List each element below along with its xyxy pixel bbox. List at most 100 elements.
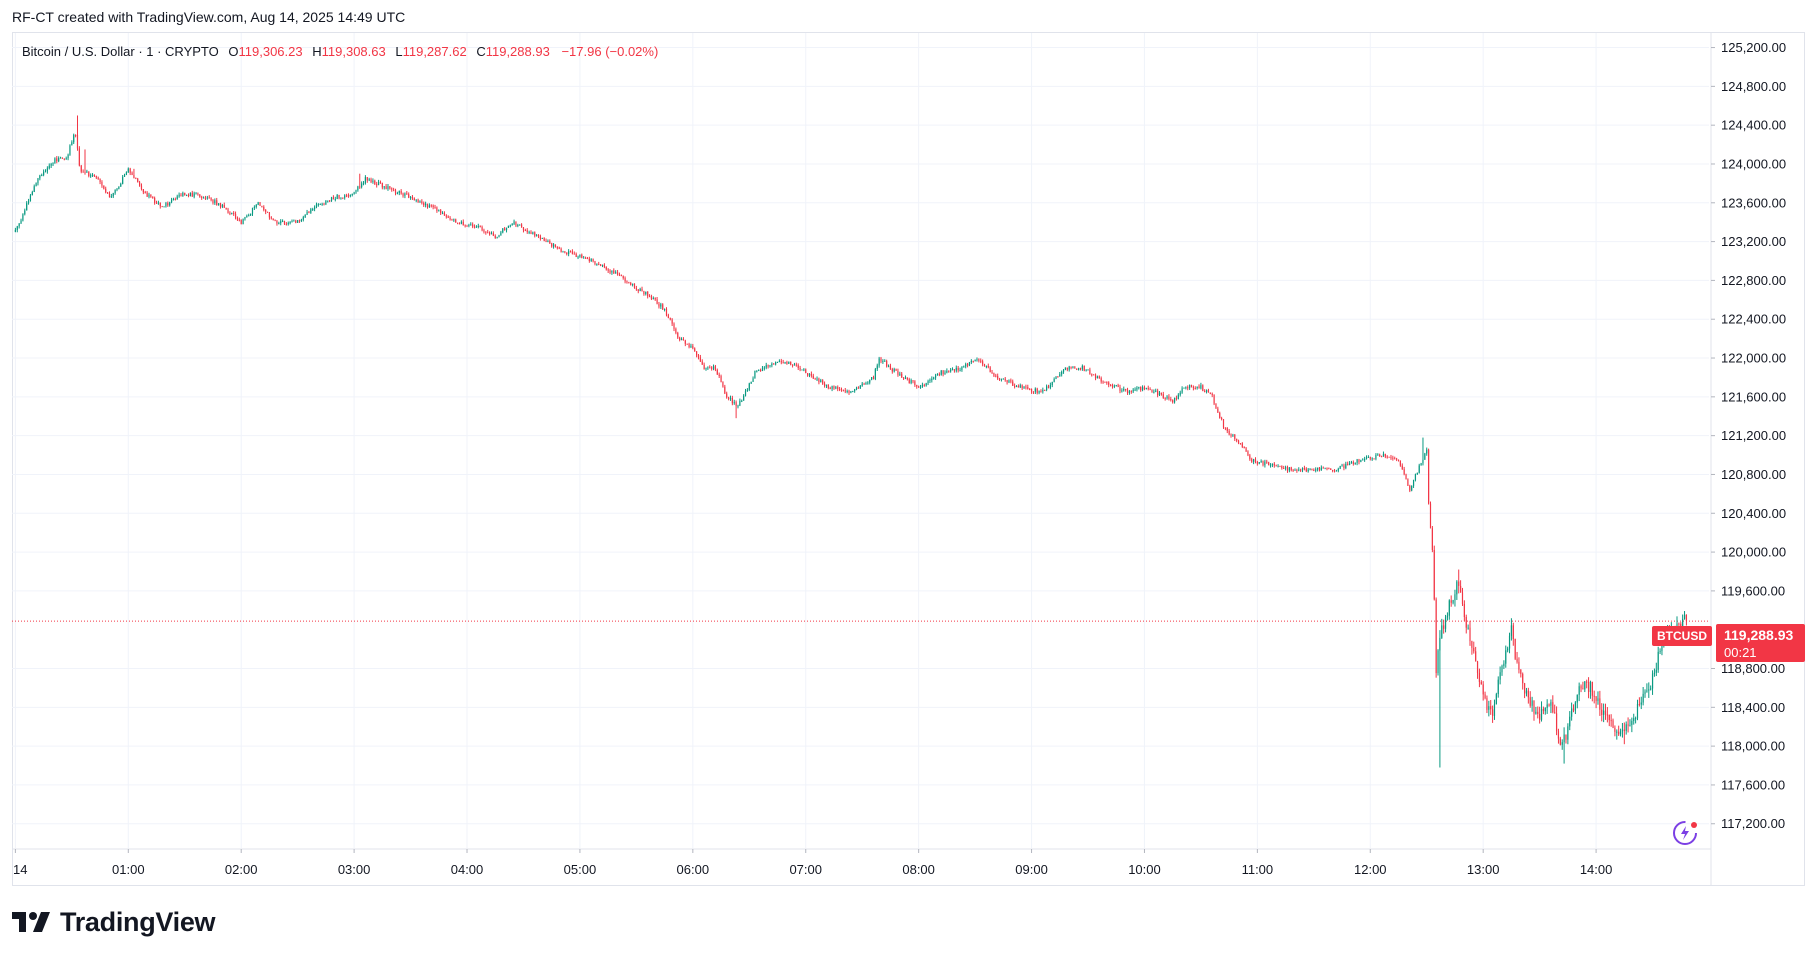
candle-body bbox=[998, 378, 1001, 380]
candle-body bbox=[1187, 387, 1189, 389]
candle-body bbox=[364, 177, 367, 184]
y-tick-label: 122,400.00 bbox=[1721, 312, 1786, 327]
candle-body bbox=[387, 186, 389, 189]
candle-body bbox=[1569, 716, 1571, 727]
candle-body bbox=[329, 200, 331, 202]
candle-body bbox=[1173, 397, 1176, 403]
candle-body bbox=[1484, 694, 1486, 699]
candle-body bbox=[517, 224, 519, 226]
y-tick-label: 122,000.00 bbox=[1721, 351, 1786, 366]
candle-body bbox=[852, 391, 854, 393]
candle-body bbox=[1140, 386, 1142, 391]
candle-body bbox=[291, 220, 293, 222]
candle-body bbox=[1565, 734, 1567, 740]
candle-body bbox=[101, 182, 103, 186]
candle-body bbox=[660, 304, 662, 307]
candle-body bbox=[731, 397, 733, 404]
candle-body bbox=[1593, 695, 1595, 697]
candle-body bbox=[430, 205, 432, 207]
candle-body bbox=[549, 241, 551, 244]
candle-body bbox=[195, 193, 197, 195]
candle-body bbox=[1653, 672, 1656, 674]
close-value: 119,288.93 bbox=[485, 44, 550, 59]
candle-body bbox=[912, 380, 914, 382]
candle-body bbox=[545, 240, 547, 242]
candle-body bbox=[1286, 467, 1289, 471]
candle-body bbox=[1520, 669, 1522, 674]
candle-body bbox=[904, 377, 907, 379]
candle-body bbox=[95, 176, 97, 178]
candle-body bbox=[1424, 453, 1426, 460]
candle-body bbox=[1322, 467, 1324, 469]
candle-body bbox=[1002, 378, 1004, 380]
candle-body bbox=[799, 367, 801, 370]
candle-body bbox=[125, 172, 128, 175]
sparkle-assistant-icon[interactable] bbox=[1670, 818, 1700, 848]
candle-body bbox=[50, 163, 52, 166]
candle-body bbox=[692, 345, 694, 349]
candle-body bbox=[1153, 391, 1155, 393]
candle-body bbox=[775, 361, 777, 365]
candle-body bbox=[882, 361, 884, 363]
candle-body bbox=[105, 188, 107, 193]
candle-body bbox=[605, 266, 607, 270]
candle-body bbox=[1087, 369, 1089, 371]
candle-body bbox=[895, 369, 897, 371]
candle-body bbox=[669, 317, 671, 320]
candle-body bbox=[1059, 374, 1061, 377]
candle-body bbox=[140, 185, 143, 190]
candle-body bbox=[1614, 727, 1616, 732]
candle-body bbox=[558, 247, 560, 249]
candle-body bbox=[1158, 392, 1161, 396]
candle-body bbox=[1185, 387, 1187, 389]
candle-body bbox=[229, 212, 231, 214]
candle-body bbox=[1441, 625, 1443, 638]
candle-body bbox=[997, 376, 999, 379]
candle-body bbox=[950, 369, 952, 372]
candle-body bbox=[1015, 386, 1018, 388]
candle-body bbox=[1456, 581, 1458, 595]
candle-body bbox=[1102, 381, 1104, 383]
candle-body bbox=[613, 270, 615, 274]
candle-body bbox=[741, 400, 743, 402]
candle-body bbox=[263, 206, 265, 210]
tradingview-brand[interactable]: TradingView bbox=[12, 905, 216, 939]
candle-body bbox=[1401, 465, 1403, 470]
candle-body bbox=[598, 263, 600, 265]
candle-body bbox=[1040, 391, 1042, 393]
candle-body bbox=[1619, 731, 1622, 735]
candle-body bbox=[1586, 681, 1588, 683]
candle-body bbox=[921, 384, 924, 387]
candle-body bbox=[1350, 462, 1353, 464]
candle-body bbox=[1360, 459, 1362, 463]
candle-body bbox=[1256, 461, 1258, 464]
candle-body bbox=[1488, 706, 1490, 710]
candle-body bbox=[1072, 367, 1074, 369]
candle-body bbox=[1006, 380, 1008, 383]
candle-body bbox=[936, 374, 939, 376]
candle-body bbox=[1584, 681, 1586, 690]
candle-body bbox=[325, 200, 327, 205]
candle-body bbox=[652, 298, 654, 300]
candle-body bbox=[539, 236, 542, 239]
candle-body bbox=[583, 257, 585, 259]
candle-body bbox=[893, 369, 895, 372]
candle-body bbox=[1196, 386, 1198, 389]
candle-body bbox=[586, 258, 589, 260]
candle-body bbox=[1559, 738, 1561, 745]
candle-body bbox=[1450, 600, 1452, 603]
candle-body bbox=[1518, 661, 1520, 670]
candle-body bbox=[1170, 399, 1172, 401]
candle-body bbox=[530, 231, 532, 235]
candle-body bbox=[1149, 389, 1151, 391]
candle-body bbox=[1254, 459, 1257, 462]
y-tick-label: 119,600.00 bbox=[1721, 583, 1785, 598]
candle-body bbox=[746, 389, 749, 391]
y-tick-label: 118,400.00 bbox=[1721, 700, 1785, 715]
candle-body bbox=[596, 263, 598, 265]
candle-body bbox=[327, 200, 329, 202]
candle-body bbox=[1143, 387, 1146, 390]
candle-body bbox=[579, 254, 581, 257]
candle-body bbox=[726, 393, 728, 398]
